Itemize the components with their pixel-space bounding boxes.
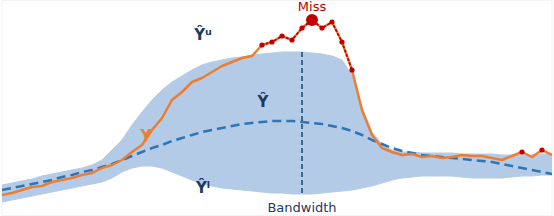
miss-point	[319, 25, 324, 30]
series-line	[2, 20, 552, 195]
band-edge	[2, 52, 552, 185]
plot-frame	[2, 1, 552, 216]
miss-point	[259, 42, 264, 47]
plot-area	[2, 14, 552, 202]
miss-point	[279, 33, 284, 38]
band-fill	[2, 52, 552, 202]
series-label: Ŷˡ	[195, 178, 210, 197]
miss-point	[299, 25, 304, 30]
miss-point	[329, 19, 334, 24]
miss-point	[349, 67, 354, 72]
miss-point	[306, 14, 318, 26]
series-label: Ŷᵘ	[193, 25, 212, 44]
series-label: Y	[140, 127, 153, 145]
bandwidth-line	[301, 52, 303, 194]
miss-label: Miss	[298, 0, 327, 14]
miss-point	[289, 37, 294, 42]
miss-line	[262, 20, 542, 150]
bandwidth-label: Bandwidth	[267, 200, 336, 215]
miss-point	[519, 149, 524, 154]
chart: Y Ŷᵘ Ŷˡ Ŷ Miss Bandwidth	[0, 0, 554, 216]
miss-point	[539, 147, 544, 152]
miss-point	[269, 39, 274, 44]
series-label: Ŷ	[257, 92, 270, 111]
miss-point	[339, 39, 344, 44]
